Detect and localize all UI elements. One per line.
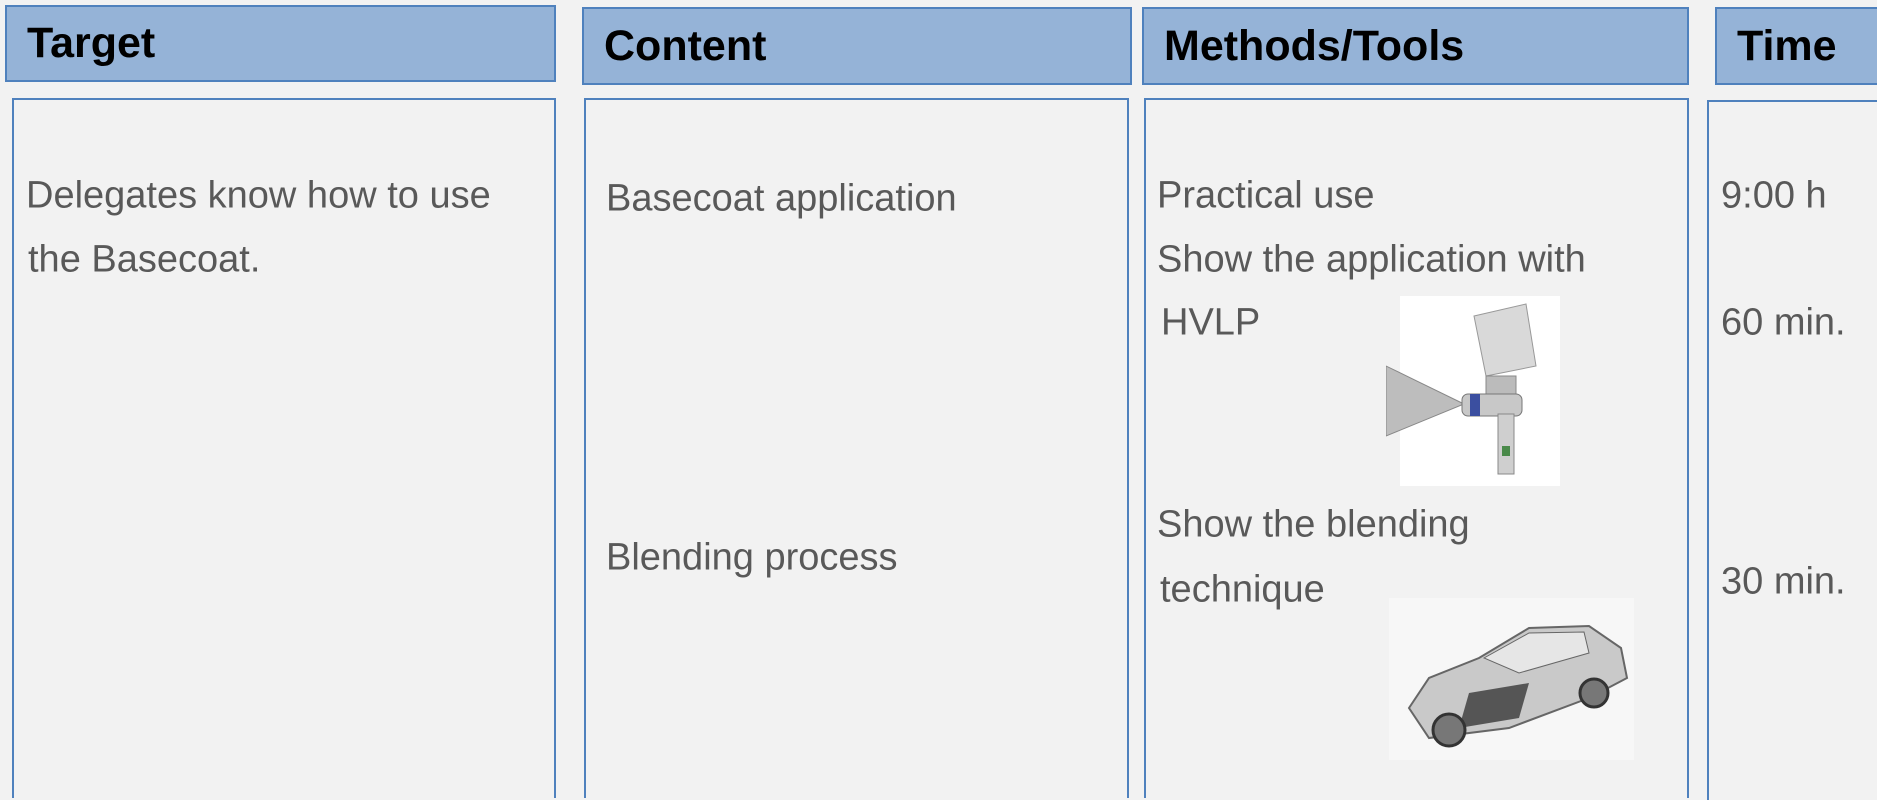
- cell-text: 30 min.: [1721, 560, 1846, 603]
- spray-gun-image: [1386, 296, 1560, 486]
- column-body: [1707, 100, 1877, 800]
- car-image: [1389, 598, 1634, 760]
- column-header: Content: [582, 7, 1132, 85]
- column-header: Methods/Tools: [1142, 7, 1689, 85]
- cell-text: Show the blending: [1157, 503, 1470, 546]
- cell-text: technique: [1160, 568, 1325, 611]
- cell-text: 60 min.: [1721, 301, 1846, 344]
- cell-text: Show the application with: [1157, 238, 1586, 281]
- cell-text: Practical use: [1157, 174, 1375, 217]
- column-header: Target: [5, 5, 556, 82]
- cell-text: the Basecoat.: [28, 238, 261, 281]
- cell-text: 9:00 h: [1721, 174, 1827, 217]
- cell-text: HVLP: [1161, 301, 1261, 344]
- cell-text: Blending process: [606, 536, 898, 579]
- column-body: [12, 98, 556, 798]
- column-body: [584, 98, 1129, 798]
- column-header: Time: [1715, 7, 1877, 85]
- cell-text: Delegates know how to use: [26, 174, 491, 217]
- cell-text: Basecoat application: [606, 177, 957, 220]
